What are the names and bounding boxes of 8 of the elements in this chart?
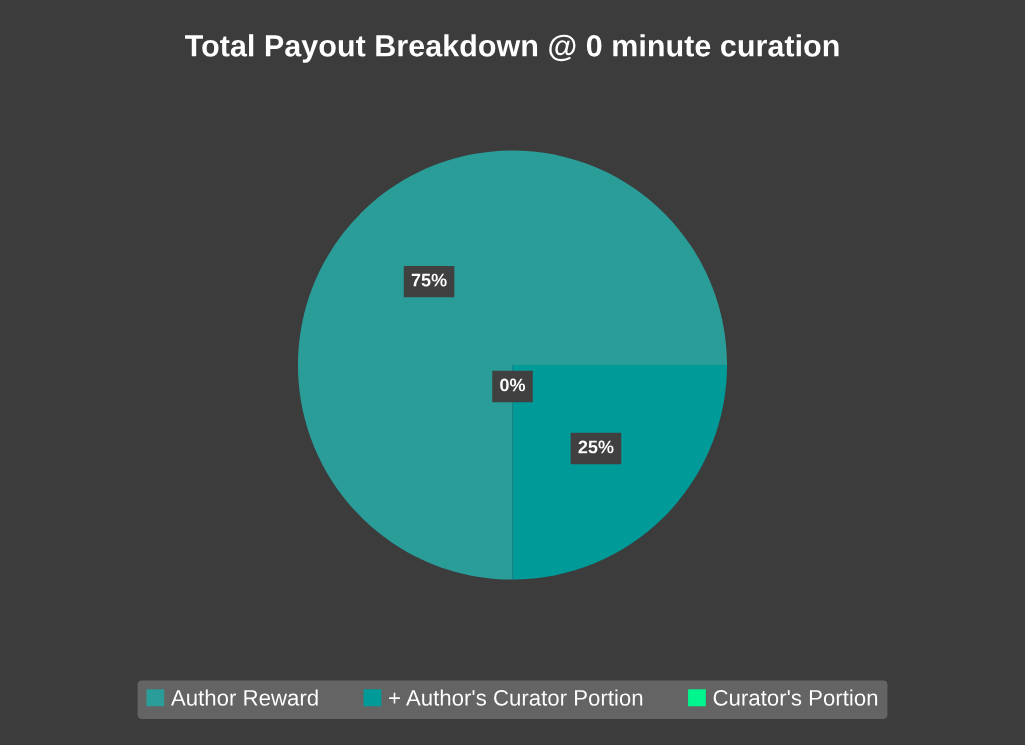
data-label: 25% — [578, 440, 614, 454]
legend-label: Curator's Portion — [713, 689, 878, 706]
pie-slice — [297, 150, 728, 580]
legend-label: Author Reward — [170, 689, 318, 706]
text: 0% — [500, 378, 526, 392]
chart-title: Total Payout Breakdown @ 0 minute curation — [185, 34, 839, 63]
legend-label: + Author's Curator Portion — [389, 689, 643, 706]
data-label: 75% — [411, 273, 447, 287]
